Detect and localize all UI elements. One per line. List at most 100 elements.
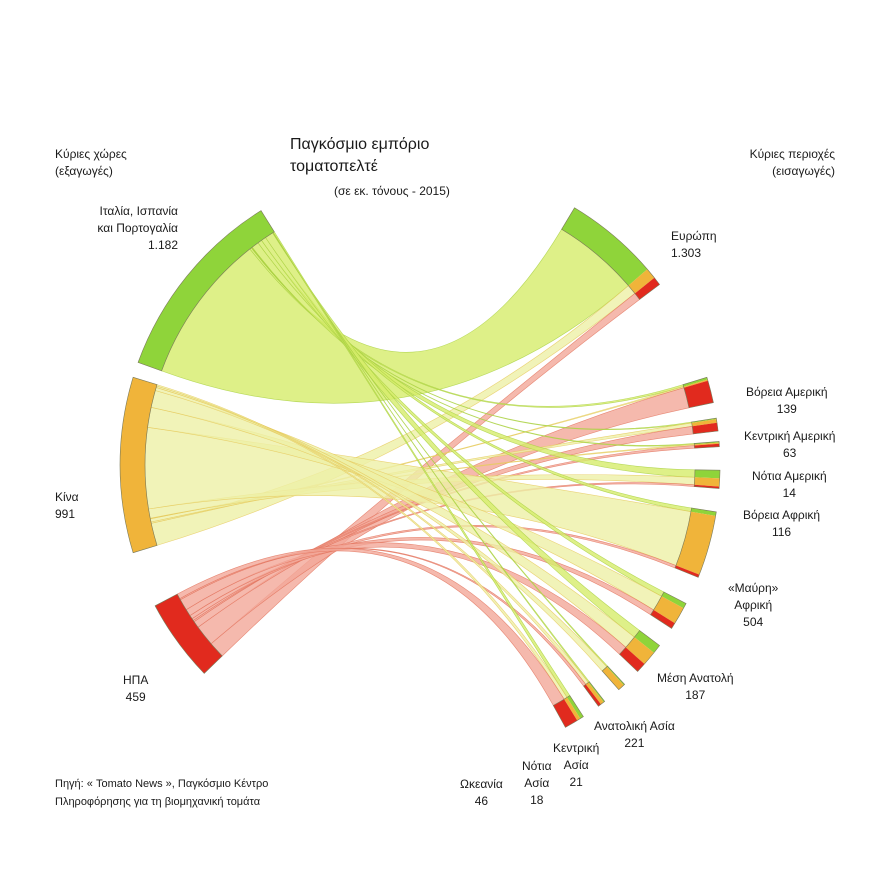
importer-arc-central-asia [601, 665, 626, 691]
exporter-name-line: Ιταλία, Ισπανία [99, 204, 178, 218]
importer-arc-segment-north-africa [694, 469, 720, 479]
importer-arc-segment-east-asia [619, 647, 645, 672]
importer-name-line: Νότια Αμερική [752, 469, 827, 483]
importer-arc-segment-central-america [691, 419, 717, 427]
importer-arc-east-asia [619, 630, 661, 672]
importer-value: 21 [569, 775, 583, 789]
label-central-asia: Κεντρική Ασία 21 [553, 740, 599, 791]
importer-arc-segment-black-africa [691, 508, 717, 516]
label-north-africa: Βόρεια Αφρική 116 [743, 507, 820, 541]
right-header-line-2: (εισαγωγές) [772, 164, 835, 178]
flow-ribbons [144, 228, 696, 706]
importer-arc-segment-east-asia [625, 637, 654, 664]
exporter-name-line: Κίνα [55, 490, 79, 504]
right-header-line-1: Κύριες περιοχές [749, 147, 835, 161]
importer-arc-segment-north-america [683, 380, 714, 408]
left-header: Κύριες χώρες (εξαγωγές) [55, 146, 127, 180]
importer-name-line: Βόρεια Αμερική [746, 385, 828, 399]
importer-name-line: Ευρώπη [671, 229, 717, 243]
importer-value: 1.303 [671, 246, 702, 260]
importer-arc-segment-south-asia [583, 684, 601, 707]
source-line-1: Πηγή: « Tomato News », Παγκόσμιο Κέντρο [55, 778, 269, 790]
importer-value: 14 [782, 486, 796, 500]
importer-name-line: Μέση Ανατολή [657, 671, 734, 685]
label-south-asia: Νότια Ασία 18 [522, 758, 552, 809]
importer-arc-segment-central-asia [602, 666, 624, 690]
importer-arc-segment-black-africa [675, 565, 700, 578]
importer-arc-central-america [691, 417, 719, 435]
source-note: Πηγή: « Tomato News », Παγκόσμιο Κέντρο … [55, 775, 268, 811]
exporter-value: 459 [125, 690, 146, 704]
label-south-america: Νότια Αμερική 14 [752, 468, 827, 502]
importer-value: 504 [743, 615, 764, 629]
exporter-value: 1.182 [147, 238, 178, 252]
label-italy-spain-portugal: Ιταλία, Ισπανία και Πορτογαλία 1.182 [97, 203, 178, 254]
importer-arc-north-america [682, 376, 714, 409]
importer-arc-segment-south-asia [585, 682, 604, 705]
left-header-line-2: (εξαγωγές) [55, 164, 113, 178]
importer-name-line: Βόρεια Αφρική [743, 508, 821, 522]
importer-value: 187 [685, 688, 706, 702]
label-central-america: Κεντρική Αμερική 63 [744, 428, 835, 462]
left-header-line-1: Κύριες χώρες [55, 147, 127, 161]
exporter-value: 991 [55, 507, 76, 521]
importer-arc-segment-oceania [567, 695, 584, 719]
importer-value: 221 [624, 736, 645, 750]
importer-name-line: Κεντρική [553, 741, 600, 755]
label-oceania: Ωκεανία 46 [460, 776, 503, 810]
importer-name-line: Κεντρική Αμερική [744, 429, 836, 443]
label-east-asia: Ανατολική Ασία 221 [594, 718, 675, 752]
importer-name-line: Ωκεανία [460, 777, 503, 791]
importer-name-line: Ασία [524, 776, 550, 790]
importer-value: 18 [530, 793, 544, 807]
importer-arc-middle-east [650, 591, 687, 629]
importer-arc-oceania [552, 695, 584, 728]
importer-arc-north-africa [693, 469, 721, 489]
importer-arc-black-africa [674, 507, 717, 578]
importer-arc-segment-east-asia [634, 630, 660, 653]
importer-arc-segment-europe [634, 277, 660, 300]
importer-arc-segment-central-america [692, 422, 719, 434]
title-line-1: Παγκόσμιο εμπόριο [290, 136, 430, 153]
label-north-america: Βόρεια Αμερική 139 [746, 384, 828, 418]
exporter-arc-usa [154, 593, 223, 674]
importer-arc-europe [561, 207, 661, 300]
exporter-arc-china [119, 376, 158, 554]
importer-name-line: Ανατολική Ασία [594, 719, 675, 733]
importer-name-line: Ασία [563, 758, 589, 772]
importer-arc-segment-south-asia [588, 681, 605, 703]
importer-name-line: Αφρική [734, 598, 773, 612]
title-line-2: τοματοπελτέ [290, 158, 378, 175]
label-middle-east: Μέση Ανατολή 187 [657, 670, 734, 704]
chart-subtitle: (σε εκ. τόνους - 2015) [334, 184, 450, 198]
label-china: Κίνα 991 [55, 489, 79, 523]
importer-arc-segment-north-america [683, 377, 708, 387]
exporter-arc-italy-spain-portugal [137, 210, 275, 372]
importer-value: 116 [771, 525, 792, 539]
label-usa: ΗΠΑ 459 [123, 672, 148, 706]
importer-arc-segment-middle-east [650, 610, 675, 629]
importer-name-line: «Μαύρη» [728, 581, 779, 595]
importer-arc-segment-north-america [683, 379, 708, 388]
importer-arc-segment-middle-east [653, 596, 684, 624]
label-europe: Ευρώπη 1.303 [671, 228, 717, 262]
importer-arc-segment-europe [561, 207, 648, 286]
importer-arc-segment-oceania [553, 699, 578, 728]
importer-arc-segment-south-america [694, 442, 720, 446]
importer-arc-segment-central-asia [606, 666, 625, 686]
exporter-name-line: και Πορτογαλία [97, 221, 178, 235]
chart-title: Παγκόσμιο εμπόριο τοματοπελτέ [290, 134, 429, 178]
importer-arc-south-asia [583, 681, 606, 707]
importer-value: 46 [474, 794, 489, 808]
source-line-2: Πληροφόρησης για τη βιομηχανική τομάτα [55, 796, 261, 808]
right-header: Κύριες περιοχές (εισαγωγές) [750, 146, 835, 180]
label-black-africa: «Μαύρη» Αφρική 504 [728, 580, 778, 631]
exporter-name-line: ΗΠΑ [123, 673, 149, 687]
importer-arc-segment-north-africa [694, 484, 720, 489]
importer-arc-segment-black-africa [676, 511, 716, 575]
importer-name-line: Νότια [522, 759, 552, 773]
importer-value: 63 [783, 446, 797, 460]
importer-arc-segment-middle-east [661, 592, 687, 609]
region-arcs [119, 207, 721, 728]
